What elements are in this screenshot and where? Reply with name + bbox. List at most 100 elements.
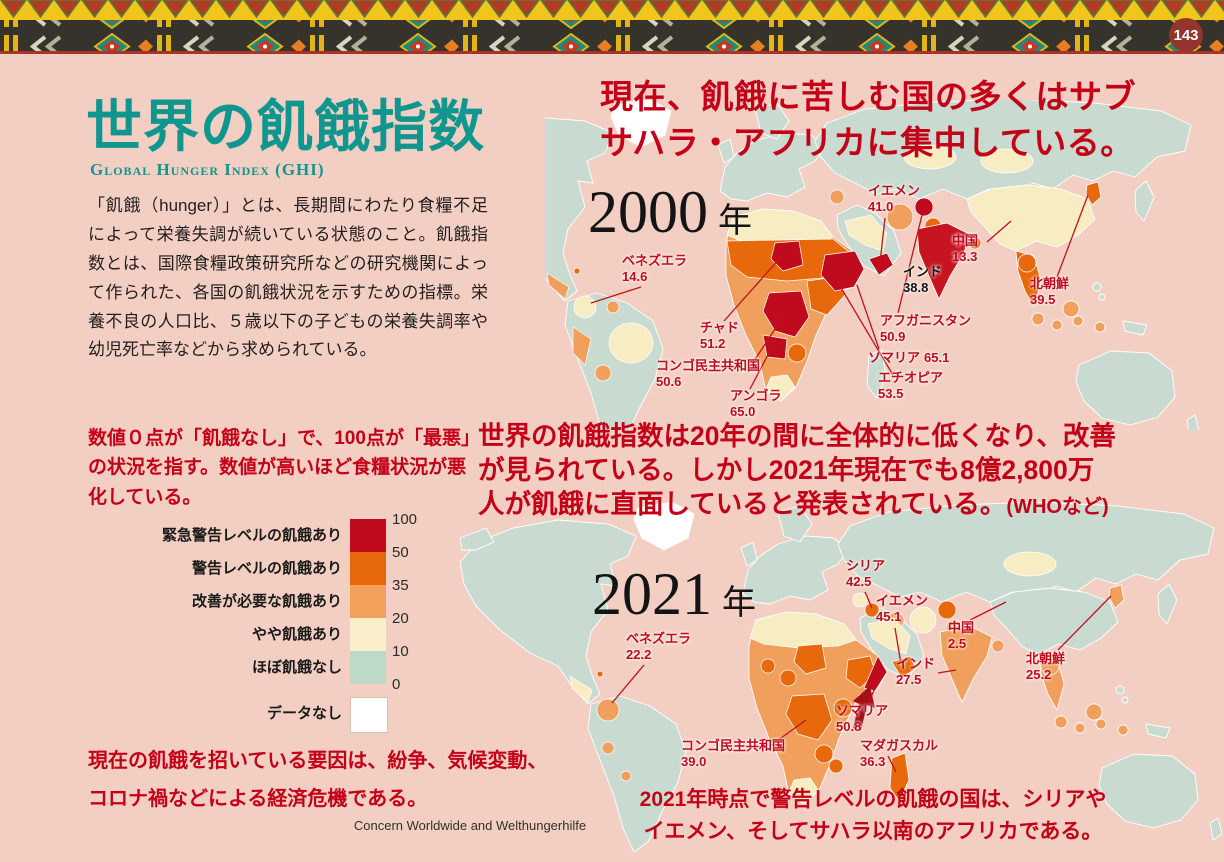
country-name: 北朝鮮 [1026,651,1066,666]
legend-scale-number: 0 [392,676,401,693]
country-value: 36.3 [860,753,886,769]
legend-segment [350,585,386,618]
country-value: 51.2 [700,335,726,351]
legend-label: 警告レベルの飢餓あり [191,560,342,577]
mid-commentary-text: 世界の飢餓指数は20年の間に全体的に低くなり、改善 が見られている。しかし202… [478,421,1116,519]
legend-scale-number: 20 [392,610,409,627]
map-label-afghanistan-2000: アフガニスタン 50.9 [880,313,971,344]
legend-label: 緊急警告レベルの飢餓あり [161,527,342,544]
no-data-swatch [350,697,388,733]
page-number: 143 [1173,26,1199,44]
map-2000-leader-lines [590,194,1089,390]
map-label-ethiopia-2000: エチオピア 53.5 [878,370,943,401]
country-name: ソマリア [868,350,921,365]
map-label-northkorea-2021: 北朝鮮 25.2 [1026,651,1065,682]
country-value: 39.0 [681,753,707,769]
country-value: 45.1 [876,608,902,624]
country-name: アフガニスタン [880,313,972,328]
country-name: インド [903,264,943,279]
map-label-yemen-2000: イエメン 41.0 [868,183,920,214]
map-label-india-2021: インド 27.5 [896,656,935,687]
map-2021-country-colors [569,551,1129,805]
source-credit: Concern Worldwide and Welthungerhilfe [353,818,587,833]
page-title: 世界の飢餓指数 [86,97,485,159]
map-label-angola-2000: アンゴラ 65.0 [730,388,781,419]
country-name: シリア [846,558,886,573]
hunger-scale-note: 数値０点が「飢餓なし」で、100点が「最悪」の状況を指す。数値が高いほど食糧状況… [88,428,480,508]
country-name: コンゴ民主共和国 [656,358,761,373]
country-name: 中国 [948,620,975,635]
country-value: 14.6 [622,268,648,284]
legend-scale-numbers: 100 50 35 20 10 0 [392,511,432,699]
country-name: ベネズエラ [626,631,692,646]
somalia-arrow [853,686,875,730]
country-name: イエメン [876,593,928,608]
country-name: インド [896,656,936,671]
no-data-label: データなし [266,705,342,722]
country-name: ソマリア [836,703,889,718]
subtitle: Global Hunger Index (GHI) [90,160,325,179]
country-name: ベネズエラ [622,253,688,268]
map-label-madagascar-2021: マダガスカル 36.3 [860,738,938,769]
legend-segment [350,618,386,651]
map-label-somalia-2021: ソマリア 50.8 [836,703,888,734]
map-label-india-2000: インド 38.8 [903,264,942,295]
year-suffix: 年 [718,203,752,240]
map-label-drcongo-2021: コンゴ民主共和国 39.0 [681,738,785,769]
mid-commentary: 世界の飢餓指数は20年の間に全体的に低くなり、改善 が見られている。しかし202… [478,420,1198,522]
country-value: 50.6 [656,373,682,389]
country-name: アンゴラ [730,388,782,403]
map-label-syria-2021: シリア 42.5 [846,558,885,589]
country-value: 13.3 [952,248,978,264]
map-label-china-2021: 中国 2.5 [948,620,974,651]
map-label-drcongo-2000: コンゴ民主共和国 50.6 [656,358,760,389]
country-value: 50.9 [880,328,906,344]
map-label-venezuela-2021: ベネズエラ 22.2 [626,631,691,662]
map-label-yemen-2021: イエメン 45.1 [876,593,928,624]
legend-scale-number: 50 [392,544,409,561]
legend-label: 改善が必要な飢餓あり [191,593,342,610]
map-label-china-2000: 中国 13.3 [952,233,978,264]
hunger-factors-note: 現在の飢餓を招いている要因は、紛争、気候変動、コロナ禍などによる経済危機である。 [88,750,548,810]
year-number: 2021 [592,561,712,627]
country-value: 53.5 [878,385,904,401]
year-number: 2000 [588,179,708,245]
headline: 現在、飢餓に苦しむ国の多くはサブ サハラ・アフリカに集中している。 [600,78,1136,161]
country-value: 41.0 [868,198,894,214]
map-label-chad-2000: チャド 51.2 [700,320,739,351]
country-value: 65.1 [924,350,950,365]
country-value: 39.5 [1030,291,1056,307]
legend-label: やや飢餓あり [251,626,342,643]
year-suffix: 年 [722,585,756,622]
legend-scale-number: 35 [392,577,409,594]
legend-label: ほぼ飢餓なし [251,659,342,676]
country-value: 2.5 [948,635,967,651]
legend-segment [350,651,386,684]
map-label-northkorea-2000: 北朝鮮 39.5 [1030,276,1069,307]
country-name: イエメン [868,183,920,198]
country-name: チャド [700,320,739,335]
legend-scale-number: 100 [392,511,418,528]
map-2021-leader-lines [611,591,1112,773]
country-value: 50.8 [836,718,862,734]
world-map-2021 [459,501,1223,853]
year-label-2000: 2000 年 [588,178,752,247]
legend-labels: 緊急警告レベルの飢餓あり 警告レベルの飢餓あり 改善が必要な飢餓あり やや飢餓あ… [60,519,342,684]
world-map-2000 [545,100,1200,430]
country-value: 25.2 [1026,666,1052,682]
country-value: 38.8 [903,279,929,295]
intro-paragraph: 「飢餓（hunger）」とは、長期間にわたり食糧不足によって栄養失調が続いている… [88,196,488,360]
legend-segment [350,519,386,552]
country-name: コンゴ民主共和国 [681,738,786,753]
country-name: マダガスカル [860,738,939,753]
legend-segment [350,552,386,585]
decorative-top-border [0,0,1224,54]
mid-commentary-source: (WHOなど) [1006,495,1109,518]
map-label-venezuela-2000: ベネズエラ 14.6 [622,253,687,284]
country-value: 27.5 [896,671,922,687]
country-value: 22.2 [626,646,652,662]
country-name: 北朝鮮 [1030,276,1070,291]
country-value: 65.0 [730,403,756,419]
bottom-commentary: 2021年時点で警告レベルの飢餓の国は、シリアや イエメン、そしてサハラ以南のア… [639,788,1107,843]
